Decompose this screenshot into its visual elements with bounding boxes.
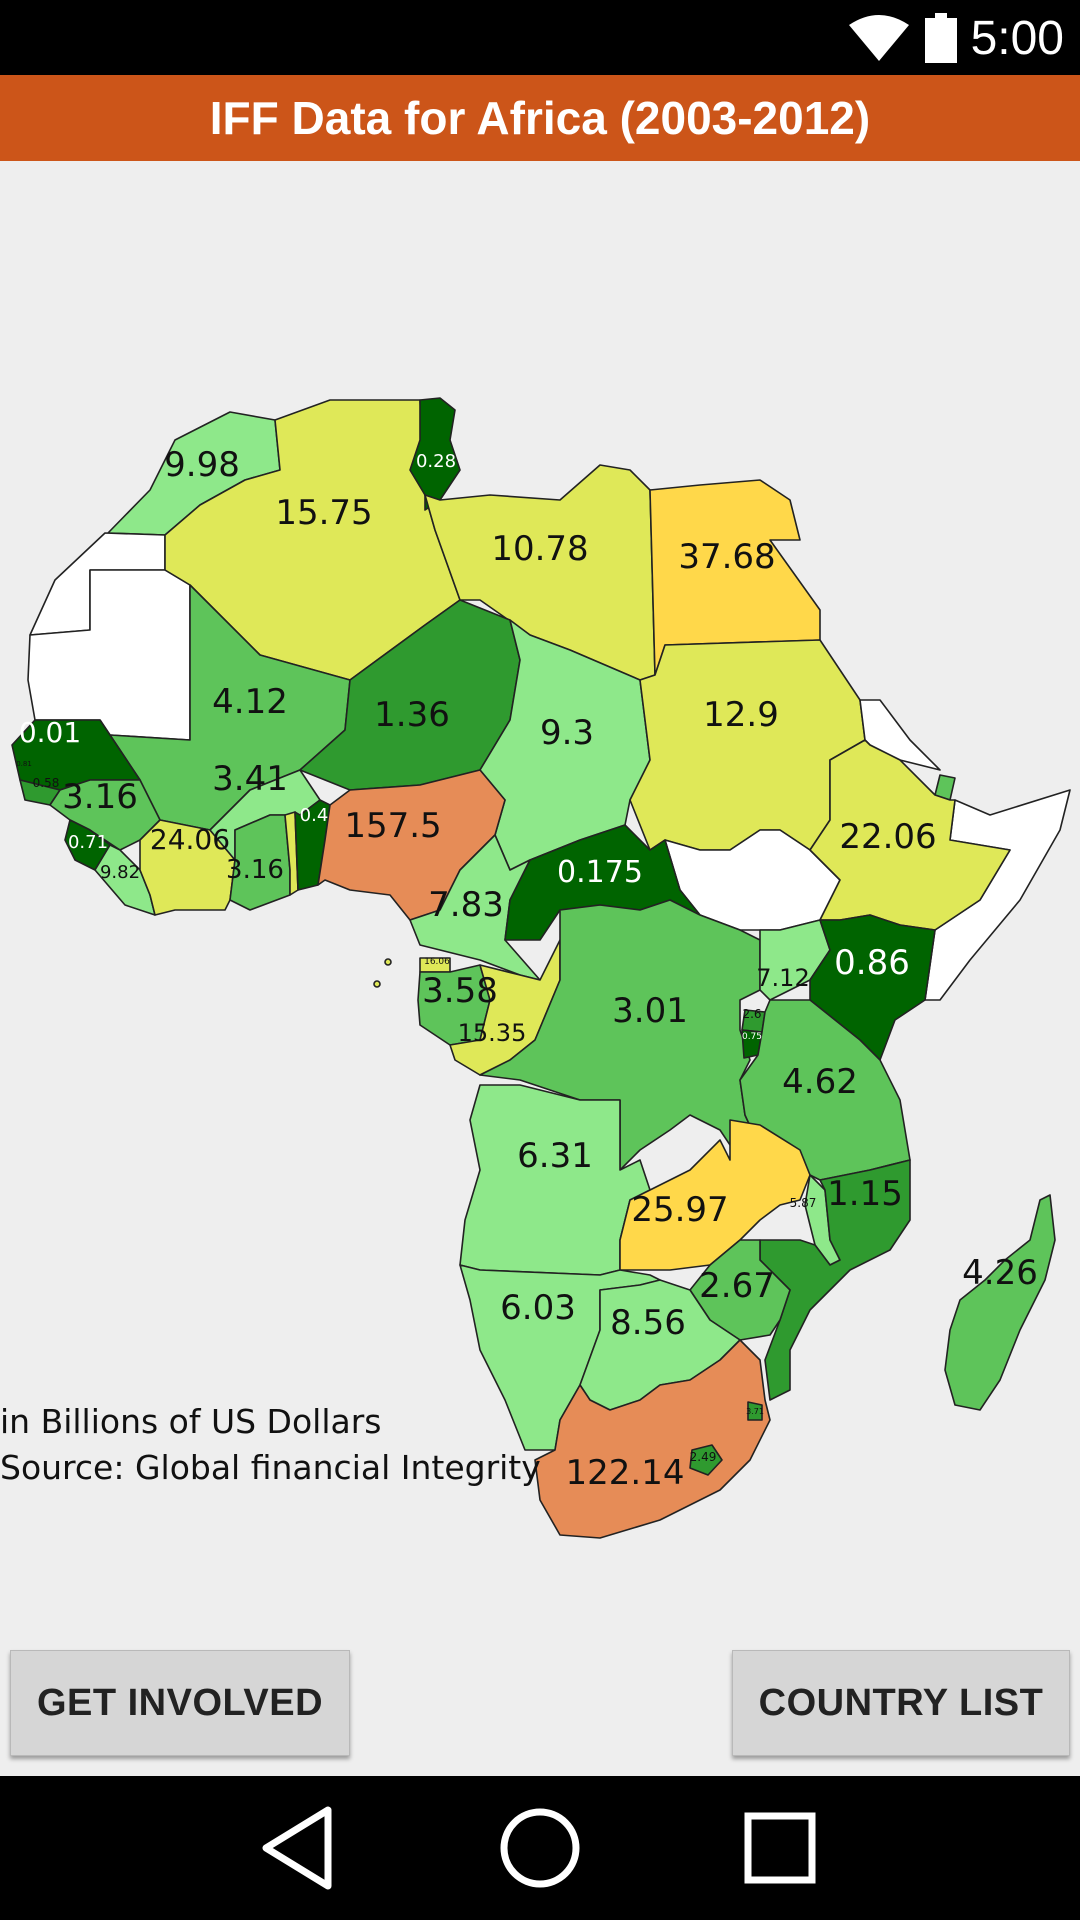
country-value-label: 24.06 xyxy=(150,823,230,856)
recents-icon[interactable] xyxy=(730,1798,830,1898)
status-time: 5:00 xyxy=(970,11,1064,65)
country-region[interactable] xyxy=(944,1194,1056,1411)
country-region[interactable] xyxy=(619,1119,811,1271)
map-units-caption: in Billions of US Dollars xyxy=(0,1402,382,1441)
country-value-label: 2.49 xyxy=(690,1450,717,1464)
back-icon[interactable] xyxy=(250,1798,350,1898)
country-value-label: 7.12 xyxy=(756,964,809,992)
country-value-label: 6.03 xyxy=(500,1288,576,1328)
country-value-label: 9.3 xyxy=(540,713,594,753)
app-bar: IFF Data for Africa (2003-2012) xyxy=(0,75,1080,161)
country-value-label: 0.81 xyxy=(16,760,32,768)
country-value-label: 0.4 xyxy=(300,805,329,826)
country-value-label: 0.86 xyxy=(834,943,910,983)
country-value-label: 3.58 xyxy=(422,971,498,1011)
country-list-button[interactable]: COUNTRY LIST xyxy=(732,1650,1070,1756)
country-value-label: 8.56 xyxy=(610,1303,686,1343)
country-region[interactable] xyxy=(689,1444,723,1476)
country-value-label: 3.71 xyxy=(746,1407,764,1416)
country-value-label: 25.97 xyxy=(631,1190,728,1230)
island-marker[interactable] xyxy=(384,958,392,966)
country-value-label: 9.98 xyxy=(164,445,240,485)
country-value-label: 12.9 xyxy=(703,695,779,735)
country-value-label: 0.75 xyxy=(742,1032,762,1042)
country-value-label: 22.06 xyxy=(839,817,936,857)
country-value-label: 4.62 xyxy=(782,1062,858,1102)
africa-map[interactable]: 9.98 15.75 0.28 10.78 37.68 4.12 1.36 9.3 12.9 0.… xyxy=(0,161,1080,1761)
country-region[interactable] xyxy=(689,1239,791,1341)
country-value-label: 2.67 xyxy=(699,1266,775,1306)
country-region[interactable] xyxy=(284,811,299,896)
app-title: IFF Data for Africa (2003-2012) xyxy=(209,92,871,144)
home-icon[interactable] xyxy=(490,1798,590,1898)
country-value-label: 0.175 xyxy=(557,855,643,890)
country-region[interactable] xyxy=(759,1159,911,1401)
country-value-label: 122.14 xyxy=(566,1453,685,1493)
country-value-label: 0.01 xyxy=(19,716,81,749)
get-involved-button[interactable]: GET INVOLVED xyxy=(10,1650,350,1756)
country-region[interactable] xyxy=(534,1339,771,1539)
country-value-label: 10.78 xyxy=(491,529,588,569)
country-value-label: 16.06 xyxy=(424,957,450,967)
country-value-label: 3.01 xyxy=(612,991,688,1031)
country-value-label: 0.71 xyxy=(68,832,108,853)
map-source-caption: Source: Global financial Integrity xyxy=(0,1448,541,1487)
country-region[interactable] xyxy=(139,819,236,916)
country-value-label: 7.83 xyxy=(428,885,504,925)
country-value-label: 0.58 xyxy=(33,776,60,790)
country-value-label: 3.16 xyxy=(226,855,284,885)
country-value-label: 3.41 xyxy=(212,759,288,799)
wifi-icon xyxy=(848,15,909,61)
island-marker[interactable] xyxy=(373,980,381,988)
country-region[interactable] xyxy=(747,1401,763,1421)
country-value-label: 1.15 xyxy=(827,1174,903,1214)
country-value-label: 0.28 xyxy=(416,451,456,472)
status-icons: 5:00 xyxy=(847,8,1064,68)
navigation-bar xyxy=(0,1776,1080,1920)
country-value-label: 4.26 xyxy=(962,1253,1038,1293)
country-region[interactable] xyxy=(809,914,936,1061)
country-value-label: 5.87 xyxy=(790,1196,817,1210)
country-value-label: 6.31 xyxy=(517,1136,593,1176)
country-value-label: 37.68 xyxy=(678,537,775,577)
country-value-label: 4.12 xyxy=(212,682,288,722)
country-value-label: 157.5 xyxy=(344,806,441,846)
country-region[interactable] xyxy=(809,739,1011,931)
battery-icon xyxy=(924,13,957,63)
country-value-label: 1.36 xyxy=(374,695,450,735)
country-value-label: 15.75 xyxy=(275,493,372,533)
status-bar: 5:00 xyxy=(0,0,1080,75)
country-value-label: 9.82 xyxy=(100,862,140,883)
map-screen: 9.98 15.75 0.28 10.78 37.68 4.12 1.36 9.3 12.9 0.… xyxy=(0,161,1080,1776)
country-value-label: 2.6 xyxy=(742,1007,761,1021)
country-value-label: 3.16 xyxy=(62,777,138,817)
country-value-label: 15.35 xyxy=(458,1019,527,1047)
